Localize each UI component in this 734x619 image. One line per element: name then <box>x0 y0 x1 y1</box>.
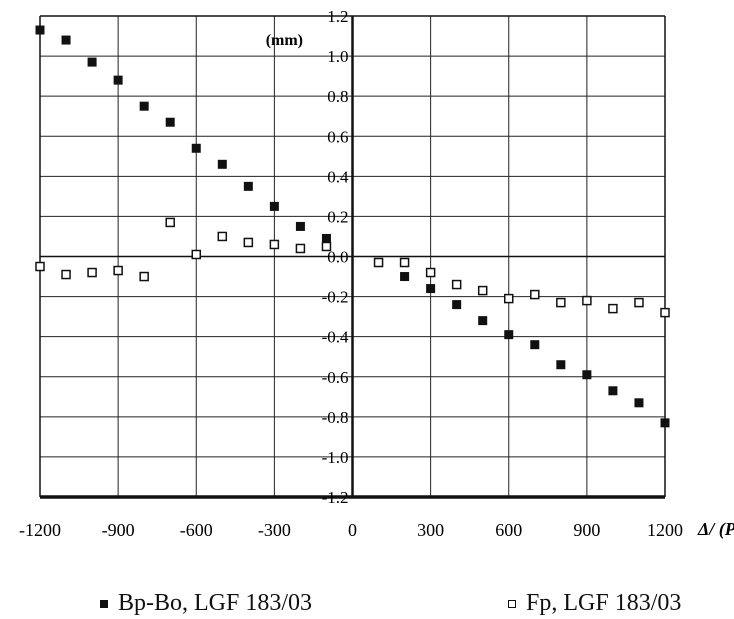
fp-point <box>608 303 618 314</box>
y-tick-label: -1.2 <box>322 488 349 507</box>
fp-point <box>217 231 228 242</box>
x-tick-label: 600 <box>495 520 522 540</box>
bp-bo-point <box>400 272 410 282</box>
fp-point <box>477 285 488 296</box>
fp-point <box>504 293 514 304</box>
bp-bo-point <box>269 201 279 211</box>
fp-point <box>191 249 201 260</box>
x-tick-label: 0 <box>348 520 357 540</box>
fp-point <box>530 289 540 300</box>
fp-point <box>556 297 566 308</box>
x-axis-label: Δ/ (Pa <box>697 519 734 540</box>
bp-bo-point <box>634 398 644 408</box>
bp-bo-point <box>530 340 540 350</box>
bp-bo-point <box>87 57 97 67</box>
bp-bo-point <box>321 233 331 243</box>
fp-point <box>139 271 149 282</box>
fp-point <box>399 257 410 268</box>
fp-point <box>87 267 97 278</box>
bp-bo-point <box>191 143 201 153</box>
legend-item-fp: Fp, LGF 183/03 <box>508 590 681 617</box>
fp-point <box>451 279 462 290</box>
x-tick-labels: -1200 -900 -600 -300 0 300 600 900 1200 <box>19 520 683 540</box>
bp-bo-point <box>295 221 305 231</box>
fp-point <box>61 269 71 280</box>
bp-bo-point <box>35 25 45 35</box>
bp-bo-point <box>660 418 670 428</box>
fp-point <box>660 307 670 318</box>
fp-point <box>634 297 644 308</box>
x-tick-label: 900 <box>573 520 600 540</box>
y-tick-label: 0.0 <box>327 248 348 267</box>
bp-bo-point <box>582 370 592 380</box>
y-tick-label: -0.2 <box>322 288 349 307</box>
x-tick-label: -900 <box>102 520 135 540</box>
filled-square-icon <box>100 599 108 608</box>
y-tick-label: 0.2 <box>327 207 348 226</box>
fp-point <box>425 267 436 278</box>
y-tick-labels: 1.2 1.0 0.8 0.6 0.4 0.2 0.0 -0.2 -0.4 -0.6 -0.8 -1.… <box>322 7 349 507</box>
fp-point <box>295 243 306 254</box>
fp-point <box>373 257 384 268</box>
x-tick-label: -1200 <box>19 520 61 540</box>
y-tick-label: 0.8 <box>327 87 348 106</box>
fp-point <box>35 261 45 272</box>
fp-point <box>582 295 592 306</box>
y-tick-label: -1.0 <box>322 448 349 467</box>
fp-point <box>165 217 175 228</box>
x-tick-label: -300 <box>258 520 291 540</box>
bp-bo-point <box>426 284 436 294</box>
y-tick-label: 1.2 <box>327 7 348 26</box>
open-square-icon <box>508 599 516 608</box>
fp-point <box>269 239 280 250</box>
bp-bo-point <box>478 316 488 326</box>
fp-point <box>113 265 123 276</box>
fp-point <box>243 237 254 248</box>
bp-bo-point <box>452 300 462 310</box>
fp-point <box>321 241 332 252</box>
bp-bo-point <box>113 75 123 85</box>
y-tick-label: 1.0 <box>327 47 348 66</box>
bp-bo-point <box>217 159 227 169</box>
bp-bo-point <box>608 386 618 396</box>
bp-bo-point <box>556 360 566 370</box>
axes <box>39 15 666 499</box>
y-tick-label: -0.8 <box>322 408 349 427</box>
y-tick-label: -0.6 <box>322 368 349 387</box>
bp-bo-point <box>165 117 175 127</box>
bp-bo-point <box>61 35 71 45</box>
legend-label: Bp-Bo, LGF 183/03 <box>118 590 313 616</box>
data-points <box>35 25 670 428</box>
legend-item-bp-bo: Bp-Bo, LGF 183/03 <box>100 590 312 617</box>
y-tick-label: 0.4 <box>327 167 349 186</box>
y-tick-label: 0.6 <box>327 127 348 146</box>
bp-bo-point <box>139 101 149 111</box>
x-tick-label: -600 <box>180 520 213 540</box>
x-tick-label: 1200 <box>647 520 683 540</box>
y-axis-label: (mm) <box>266 32 303 49</box>
bp-bo-point <box>243 181 253 191</box>
y-tick-label: -0.4 <box>322 328 349 347</box>
bp-bo-point <box>504 330 514 340</box>
legend-label: Fp, LGF 183/03 <box>526 590 682 616</box>
x-tick-label: 300 <box>417 520 444 540</box>
